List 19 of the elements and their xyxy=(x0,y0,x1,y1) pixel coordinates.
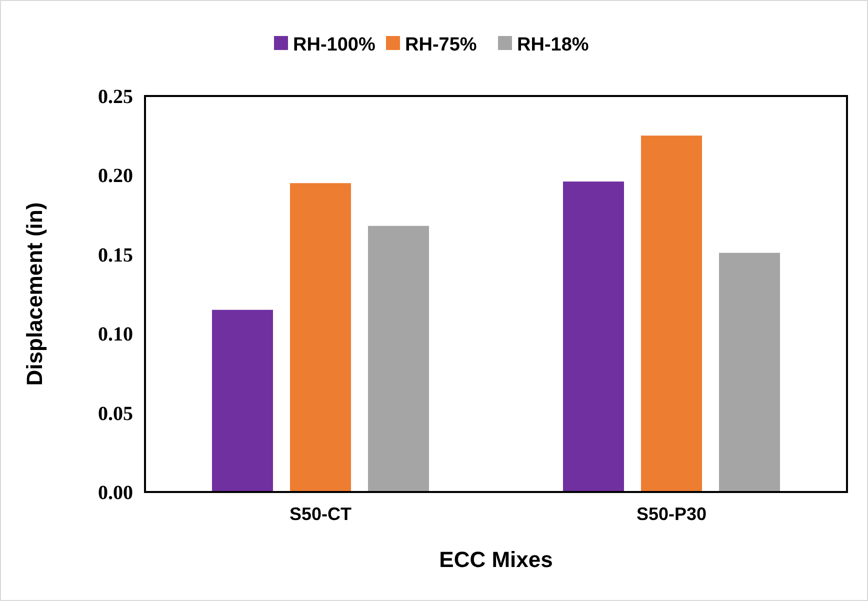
bar xyxy=(641,136,702,492)
x-tick-label: S50-P30 xyxy=(636,504,707,524)
y-tick-label: 0.05 xyxy=(98,402,133,425)
legend-label: RH-75% xyxy=(405,34,477,56)
bar xyxy=(290,183,351,492)
bar xyxy=(719,252,780,492)
x-tick-label: S50-CT xyxy=(289,504,352,524)
x-axis-title: ECC Mixes xyxy=(439,547,553,572)
bar xyxy=(563,182,624,492)
legend-label: RH-100% xyxy=(293,34,376,56)
y-tick-label: 0.00 xyxy=(98,482,133,504)
bar xyxy=(368,226,429,492)
legend-label: RH-18% xyxy=(517,34,589,56)
y-tick-label: 0.25 xyxy=(98,86,133,108)
y-axis-title: Displacement (in) xyxy=(22,202,47,386)
bar xyxy=(212,310,273,492)
y-tick-label: 0.10 xyxy=(98,324,133,346)
y-tick-label: 0.20 xyxy=(98,165,133,188)
y-tick-label: 0.15 xyxy=(98,244,133,266)
